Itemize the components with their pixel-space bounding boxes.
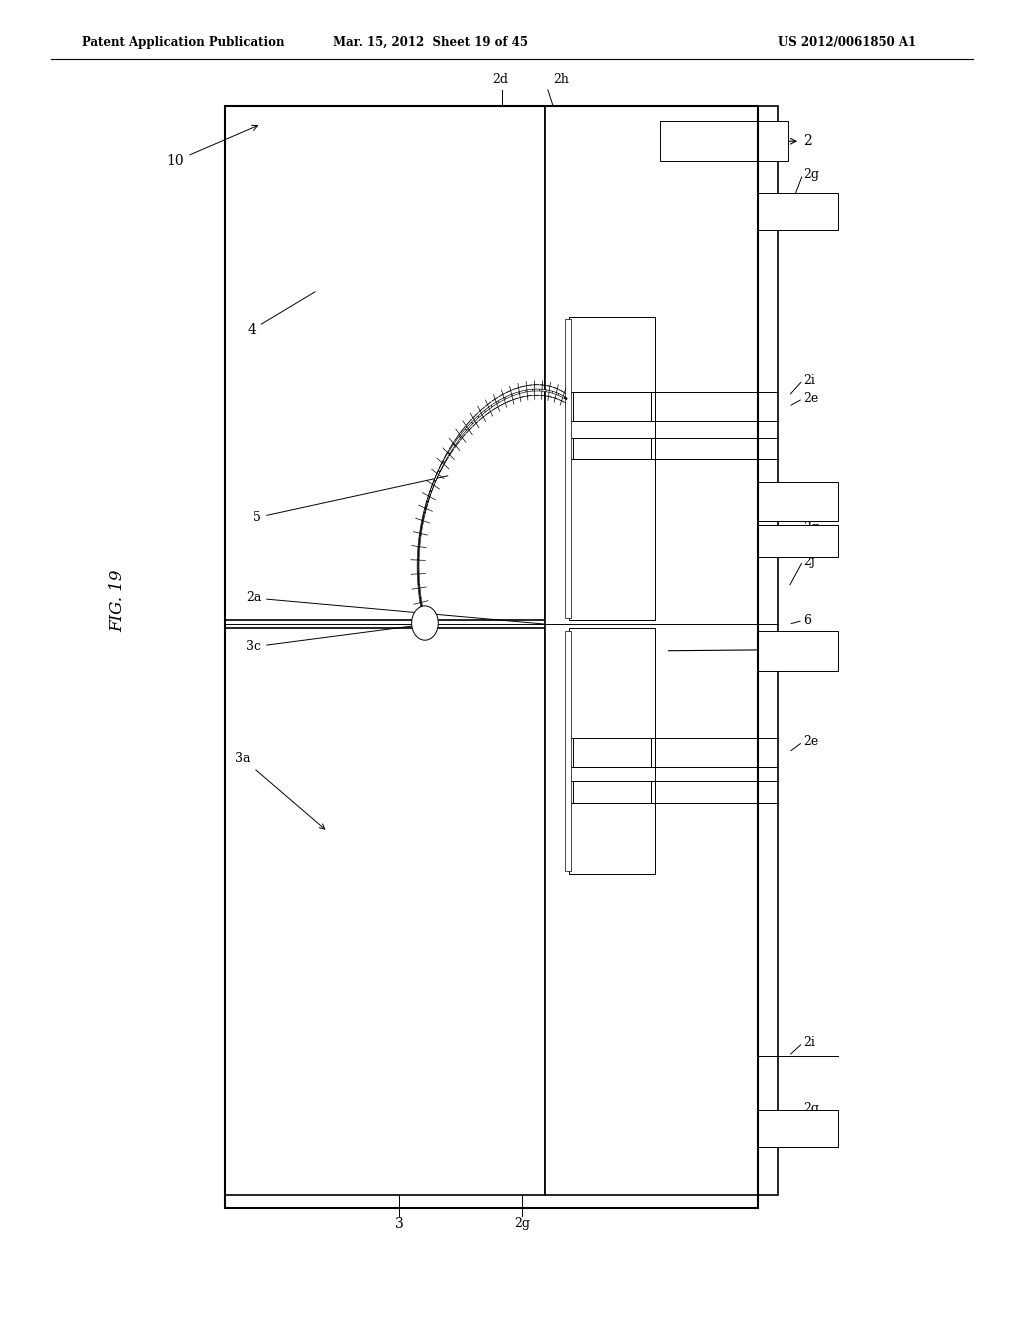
- Bar: [573, 438, 651, 459]
- Text: 3c: 3c: [246, 624, 422, 653]
- Bar: [569, 317, 655, 620]
- Text: 2d: 2d: [492, 73, 508, 86]
- Text: 4: 4: [247, 292, 315, 337]
- Bar: [545, 106, 778, 1195]
- Text: 2i: 2i: [803, 374, 815, 387]
- Bar: [565, 319, 571, 618]
- Bar: [758, 1110, 838, 1147]
- Text: 3a: 3a: [236, 752, 325, 829]
- Bar: [573, 738, 651, 767]
- Text: FIG. 19: FIG. 19: [110, 569, 126, 632]
- Text: 2g: 2g: [803, 1102, 819, 1115]
- Bar: [573, 781, 651, 803]
- Text: 2e: 2e: [803, 392, 818, 405]
- Text: 3b: 3b: [669, 643, 819, 656]
- Circle shape: [412, 606, 438, 640]
- Bar: [758, 631, 838, 671]
- Bar: [225, 106, 545, 620]
- Text: Patent Application Publication: Patent Application Publication: [82, 36, 285, 49]
- Bar: [569, 628, 655, 874]
- Bar: [565, 631, 571, 871]
- Text: 2g: 2g: [803, 521, 819, 535]
- Bar: [225, 106, 758, 1208]
- Text: 2h: 2h: [553, 73, 569, 86]
- Text: 2e: 2e: [803, 735, 818, 748]
- Text: 2j: 2j: [803, 554, 814, 568]
- Text: 2a: 2a: [246, 591, 545, 624]
- Text: 2g: 2g: [514, 1217, 530, 1230]
- Text: 2: 2: [761, 135, 812, 148]
- Text: Mar. 15, 2012  Sheet 19 of 45: Mar. 15, 2012 Sheet 19 of 45: [333, 36, 527, 49]
- Text: 2b: 2b: [761, 495, 819, 508]
- Text: 6: 6: [803, 614, 811, 627]
- Bar: [758, 482, 838, 521]
- Bar: [573, 392, 651, 421]
- Text: 10: 10: [167, 125, 258, 168]
- Text: 2g: 2g: [803, 168, 819, 181]
- Text: US 2012/0061850 A1: US 2012/0061850 A1: [778, 36, 916, 49]
- Bar: [225, 628, 545, 1195]
- Bar: [660, 121, 788, 161]
- Text: 5: 5: [253, 475, 447, 524]
- Bar: [758, 193, 838, 230]
- Bar: [758, 525, 838, 557]
- Text: 3: 3: [395, 1217, 403, 1230]
- Text: 2i: 2i: [803, 1036, 815, 1049]
